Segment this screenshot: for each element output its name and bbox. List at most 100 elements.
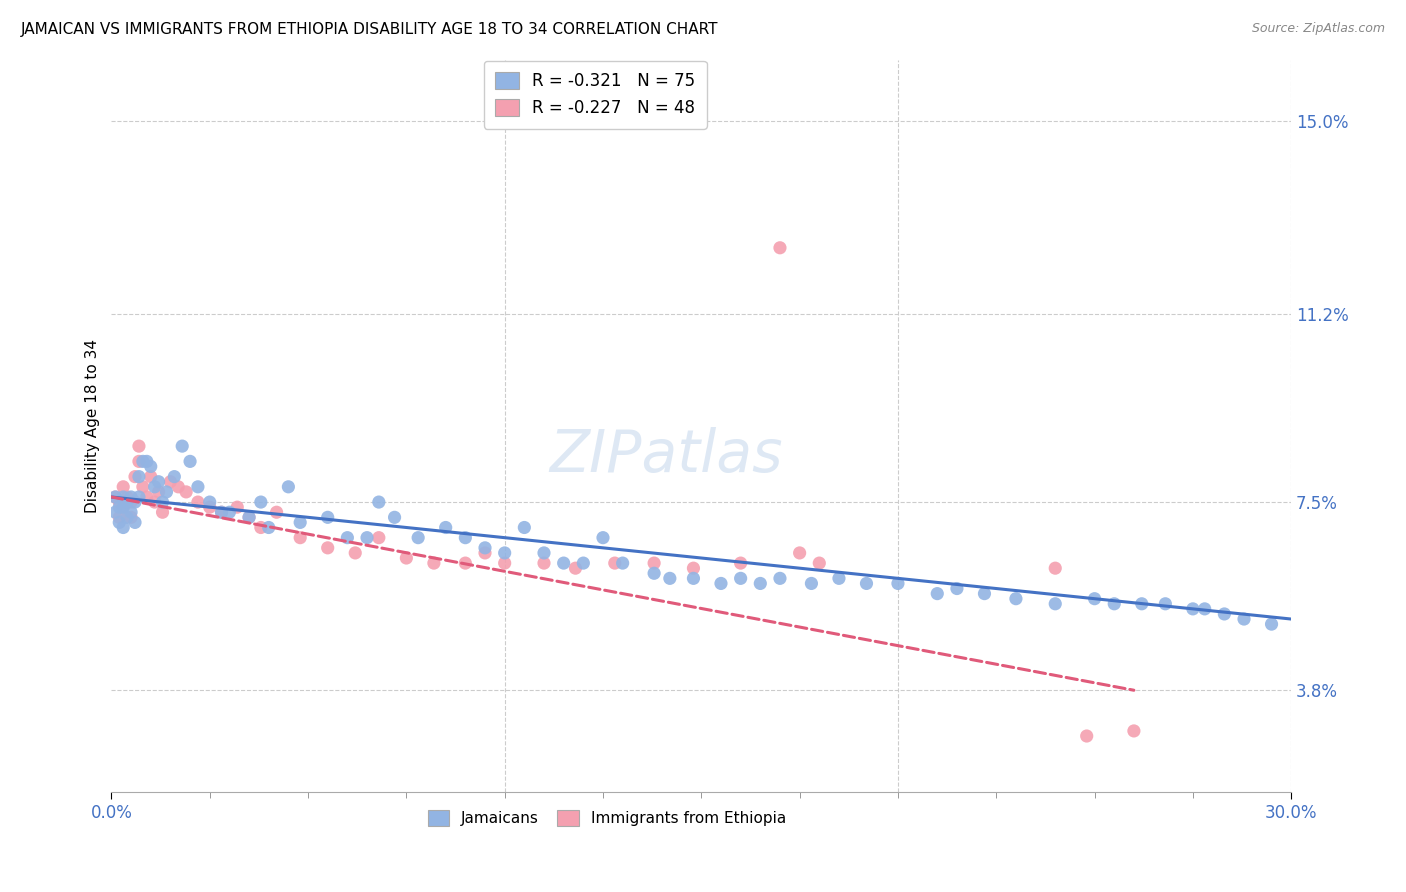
Point: [643, 556, 665, 570]
Point: [1154, 597, 1177, 611]
Point: [167, 480, 190, 494]
Point: [108, 495, 131, 509]
Point: [1260, 617, 1282, 632]
Point: [120, 495, 142, 509]
Point: [316, 510, 339, 524]
Point: [572, 556, 595, 570]
Point: [494, 546, 516, 560]
Point: [800, 576, 823, 591]
Point: [474, 546, 496, 560]
Point: [710, 576, 733, 591]
Point: [288, 531, 311, 545]
Point: [855, 576, 877, 591]
Point: [658, 571, 681, 585]
Point: [973, 586, 995, 600]
Point: [1181, 602, 1204, 616]
Point: [238, 510, 260, 524]
Point: [1102, 597, 1125, 611]
Point: [344, 546, 367, 560]
Point: [135, 490, 157, 504]
Point: [946, 582, 969, 596]
Point: [148, 484, 170, 499]
Point: [211, 505, 233, 519]
Point: [104, 490, 127, 504]
Point: [128, 469, 150, 483]
Point: [148, 475, 170, 489]
Point: [226, 500, 249, 515]
Point: [592, 531, 614, 545]
Point: [395, 551, 418, 566]
Point: [187, 480, 209, 494]
Point: [159, 475, 181, 489]
Point: [218, 505, 240, 519]
Point: [143, 495, 166, 509]
Point: [356, 531, 378, 545]
Point: [730, 556, 752, 570]
Point: [112, 500, 135, 515]
Point: [769, 241, 792, 255]
Point: [277, 480, 299, 494]
Point: [238, 510, 260, 524]
Point: [120, 490, 142, 504]
Point: [367, 531, 389, 545]
Point: [120, 505, 142, 519]
Point: [316, 541, 339, 555]
Point: [112, 500, 135, 515]
Point: [124, 495, 146, 509]
Point: [155, 484, 177, 499]
Point: [603, 556, 626, 570]
Point: [808, 556, 831, 570]
Point: [128, 454, 150, 468]
Point: [135, 454, 157, 468]
Point: [564, 561, 586, 575]
Point: [513, 520, 536, 534]
Point: [104, 505, 127, 519]
Point: [553, 556, 575, 570]
Point: [143, 480, 166, 494]
Point: [112, 490, 135, 504]
Point: [108, 516, 131, 530]
Text: ZIPatlas: ZIPatlas: [550, 426, 783, 483]
Point: [1194, 602, 1216, 616]
Point: [1130, 597, 1153, 611]
Point: [336, 531, 359, 545]
Point: [1233, 612, 1256, 626]
Point: [612, 556, 634, 570]
Point: [115, 510, 138, 524]
Point: [139, 459, 162, 474]
Point: [423, 556, 446, 570]
Point: [1045, 597, 1067, 611]
Point: [152, 495, 174, 509]
Point: [434, 520, 457, 534]
Point: [132, 480, 155, 494]
Point: [682, 561, 704, 575]
Point: [288, 516, 311, 530]
Point: [108, 500, 131, 515]
Point: [124, 516, 146, 530]
Point: [211, 505, 233, 519]
Point: [927, 586, 949, 600]
Point: [172, 439, 194, 453]
Point: [124, 469, 146, 483]
Point: [454, 531, 477, 545]
Point: [257, 520, 280, 534]
Point: [474, 541, 496, 555]
Point: [112, 520, 135, 534]
Point: [128, 490, 150, 504]
Point: [406, 531, 429, 545]
Point: [730, 571, 752, 585]
Point: [179, 454, 201, 468]
Point: [108, 510, 131, 524]
Point: [187, 495, 209, 509]
Point: [139, 469, 162, 483]
Point: [250, 520, 273, 534]
Point: [198, 500, 221, 515]
Point: [533, 546, 555, 560]
Point: [120, 510, 142, 524]
Point: [682, 571, 704, 585]
Point: [198, 495, 221, 509]
Point: [1005, 591, 1028, 606]
Point: [828, 571, 851, 585]
Y-axis label: Disability Age 18 to 34: Disability Age 18 to 34: [86, 339, 100, 513]
Point: [112, 480, 135, 494]
